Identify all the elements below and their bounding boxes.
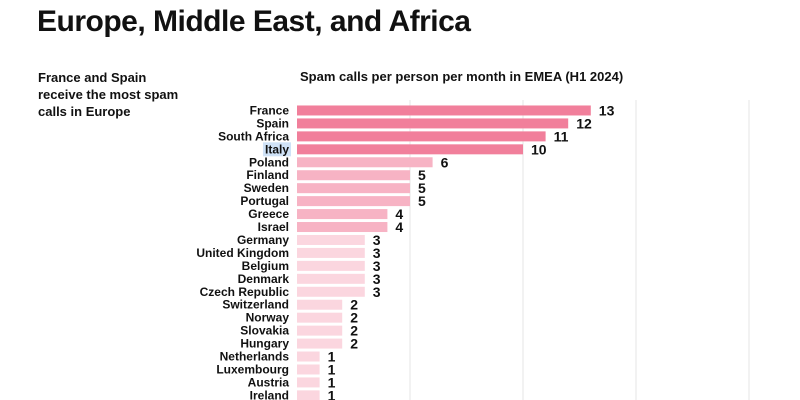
value-label: 4 (395, 206, 403, 222)
bar (297, 377, 320, 388)
category-label: United Kingdom (196, 246, 289, 260)
value-label: 6 (441, 154, 449, 170)
bar (297, 247, 365, 258)
chart-title: Spam calls per person per month in EMEA … (300, 69, 624, 84)
category-label: Hungary (240, 337, 289, 351)
bar (297, 170, 410, 181)
bar (297, 118, 569, 129)
bar (297, 209, 388, 220)
category-label: Spain (256, 116, 289, 130)
category-label: Czech Republic (200, 285, 290, 299)
bar (297, 364, 320, 375)
value-label: 4 (395, 219, 403, 235)
value-label: 1 (328, 374, 336, 390)
value-label: 3 (373, 284, 381, 300)
category-label: Austria (248, 375, 290, 389)
bar (297, 351, 320, 362)
bar (297, 105, 591, 116)
value-label: 5 (418, 193, 426, 209)
category-label: South Africa (218, 129, 289, 143)
bar (297, 144, 523, 155)
value-label: 3 (373, 271, 381, 287)
value-label: 2 (350, 336, 358, 352)
value-label: 10 (531, 141, 547, 157)
bar (297, 157, 433, 168)
bar (297, 273, 365, 284)
value-label: 3 (373, 232, 381, 248)
category-label: Germany (237, 233, 289, 247)
category-label: Israel (258, 220, 289, 234)
value-label: 1 (328, 387, 336, 400)
category-label: Belgium (242, 259, 289, 273)
category-label: Sweden (244, 181, 289, 195)
value-label: 5 (418, 180, 426, 196)
category-label: France (250, 103, 290, 117)
bar-layer (297, 105, 591, 400)
side-note: France and Spain receive the most spam c… (38, 70, 179, 119)
bar (297, 131, 546, 142)
value-label: 13 (599, 102, 615, 118)
category-label: Norway (246, 311, 290, 325)
bar (297, 196, 410, 207)
bar (297, 234, 365, 245)
value-label: 1 (328, 361, 336, 377)
value-label: 12 (576, 115, 592, 131)
value-label: 2 (350, 297, 358, 313)
category-label: Finland (246, 168, 289, 182)
value-label: 3 (373, 258, 381, 274)
bar (297, 222, 388, 233)
value-label: 11 (554, 128, 569, 144)
value-label: 1 (328, 349, 336, 365)
category-label: Italy (265, 142, 289, 156)
category-label: Poland (249, 155, 289, 169)
value-label: 5 (418, 167, 426, 183)
category-label: Luxembourg (216, 362, 289, 376)
bar (297, 299, 343, 310)
category-label: Ireland (250, 388, 289, 400)
bar (297, 286, 365, 297)
bar (297, 312, 343, 323)
value-label: 2 (350, 323, 358, 339)
category-label: Portugal (240, 194, 289, 208)
bar (297, 183, 410, 194)
value-label: 3 (373, 245, 381, 261)
category-label-highlight (262, 142, 291, 157)
category-label: Denmark (238, 272, 290, 286)
bar (297, 390, 320, 400)
page-title: Europe, Middle East, and Africa (37, 5, 471, 38)
category-label: Slovakia (240, 324, 289, 338)
category-label: Greece (248, 207, 289, 221)
bar (297, 338, 343, 349)
value-label: 2 (350, 310, 358, 326)
bar (297, 260, 365, 271)
category-label: Netherlands (220, 350, 290, 364)
category-label: Switzerland (222, 298, 289, 312)
bar (297, 325, 343, 336)
